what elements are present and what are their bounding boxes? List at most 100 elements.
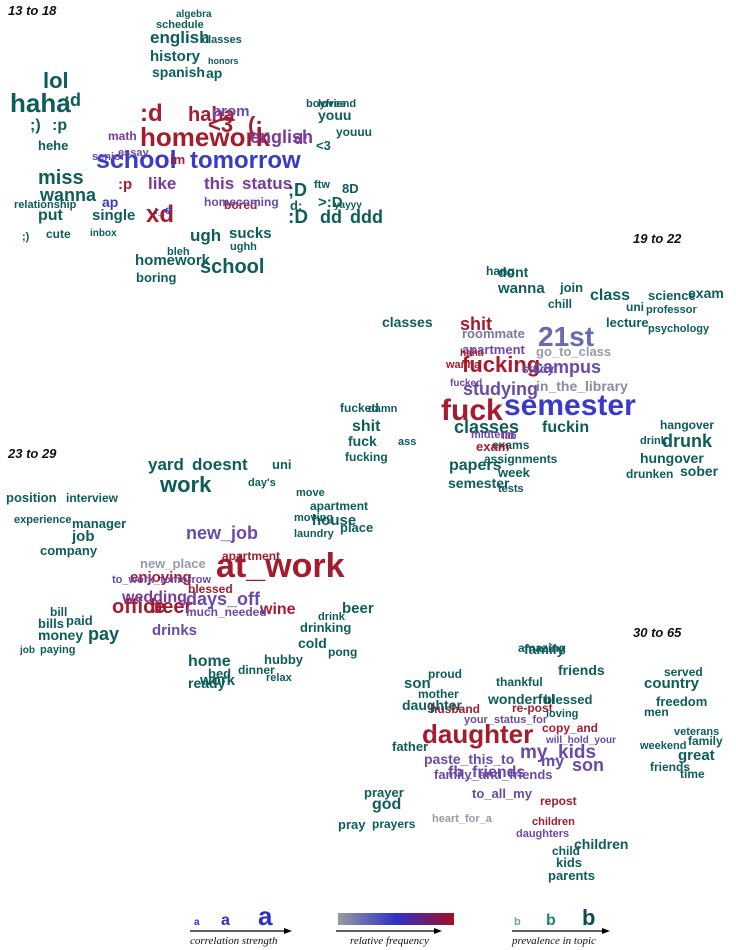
cloud-word: move (296, 487, 325, 499)
cloud-word: interview (66, 491, 119, 505)
cloud-word: go_to_class (536, 344, 611, 359)
cloud-word: loving (546, 708, 578, 720)
cloud-word: blessed (188, 582, 233, 596)
cloud-word: school (200, 256, 264, 278)
legend-glyph-medium: a (221, 912, 230, 929)
cloud-word: exams (492, 438, 530, 452)
cloud-word: relax (266, 672, 293, 684)
cloud-word: this (204, 174, 234, 193)
cloud-word: position (6, 490, 57, 505)
cloud-word: children (532, 816, 575, 828)
cloud-word: youuu (336, 125, 372, 139)
cloud-word: fucked (450, 378, 482, 389)
cloud-word: relationship (14, 199, 77, 211)
cloud-word: beer (150, 596, 192, 618)
cloud-word: copy_and (542, 721, 598, 735)
cloud-word: miss (38, 167, 84, 189)
cloud-word: at_work (216, 547, 345, 585)
cloud-word: wanna (445, 359, 481, 371)
legend-glyph-mid: b (546, 912, 556, 929)
cloud-word: daughters (516, 828, 569, 840)
cloud-word: freedom (656, 694, 707, 709)
cloud-word: drink (640, 435, 668, 447)
cloud-word: exam (688, 285, 724, 301)
cloud-word: work (199, 672, 236, 689)
cloud-word: laundry (294, 528, 335, 540)
cloud-word: class (590, 287, 630, 304)
cloud-word: great (678, 747, 715, 764)
cloud-word: son (404, 675, 431, 692)
cloud-word: <3 (208, 112, 233, 137)
cloud-word: damn (368, 403, 398, 415)
cloud-word: classes (382, 314, 433, 330)
cloud-word: haha (10, 88, 71, 118)
cloud-word: children (574, 836, 628, 852)
cloud-word: sober (680, 463, 719, 479)
cloud-word: drinks (152, 622, 197, 639)
cloud-word: dd (320, 207, 342, 227)
cloud-word: fucking (345, 450, 388, 464)
cloud-word: wedding (121, 589, 187, 606)
cloud-word: your_status_for (464, 714, 548, 726)
cloud-word: hang (486, 264, 515, 278)
cloud-word: 8D (342, 181, 359, 196)
legend-correlation-strength: a a a correlation strength (190, 901, 292, 947)
cloud-word: dinner (238, 663, 275, 677)
legend-caption-correlation: correlation strength (190, 935, 278, 947)
cloud-word: put (38, 207, 64, 224)
cloud-word: yayyy (334, 200, 362, 211)
cloud-word: men (644, 705, 669, 719)
cloud-word: >:D (318, 194, 343, 211)
cloud-word: my_kids (520, 742, 596, 763)
cloud-word: bills (38, 616, 64, 631)
cloud-word: boring (136, 270, 176, 285)
cloud-word: english (250, 127, 313, 147)
cloud-word: day's (248, 477, 276, 489)
cloud-word: experience (14, 514, 71, 526)
cloud-word: doesnt (192, 455, 248, 474)
cloud-word: beer (342, 600, 374, 617)
cloud-word: thankful (496, 675, 543, 689)
cloud-word: cold (298, 635, 327, 651)
cloud-word: enjoying (130, 569, 192, 586)
cloud-word: god (372, 796, 401, 813)
cloud-word: homecoming (204, 195, 279, 209)
cloud-word: 21st (538, 321, 594, 352)
cloud-word: <3 (316, 138, 331, 153)
legend: a a a correlation strength relative freq… (190, 901, 610, 947)
group-label-13-18: 13 to 18 (8, 3, 57, 18)
cloud-word: semester (448, 475, 510, 491)
cloud-word: status (242, 174, 292, 193)
cloud-word: pay (88, 624, 119, 644)
cloud-word: d: (290, 198, 302, 213)
cloud-word: math (108, 129, 137, 143)
cloud-word: :p (52, 117, 67, 134)
cloud-word: uni (626, 300, 644, 314)
cloud-word: husband (430, 702, 480, 716)
cloud-word: shit (352, 418, 381, 435)
cloud-word: lab (502, 431, 516, 442)
cloud-word: hubby (264, 652, 304, 667)
cloud-word: paste_this_to (424, 751, 514, 767)
cloud-word: cute (46, 227, 71, 241)
cloud-word: family_and_friends (434, 767, 553, 782)
cloud-word: manager (72, 516, 126, 531)
cloud-word: lovee (318, 98, 346, 110)
cloud-word: algebra (176, 9, 212, 20)
cloud-word: ready (188, 675, 226, 691)
cloud-word: xd (146, 201, 174, 228)
cloud-word: study (522, 362, 554, 376)
cloud-word: re-post (512, 701, 553, 715)
cloud-word: ;) (22, 231, 30, 243)
cloud-word: inbox (90, 228, 117, 239)
group-label-23-29: 23 to 29 (7, 446, 57, 461)
legend-arrow-head (434, 928, 442, 934)
cloud-word: spanish (152, 64, 205, 80)
cloud-word: moving (294, 512, 333, 524)
cloud-word: hungover (640, 450, 704, 466)
cloud-word: uni (272, 457, 292, 472)
cloud-word: time (680, 767, 705, 781)
cloud-word: pong (328, 645, 357, 659)
cloud-word: daughter (422, 719, 533, 749)
